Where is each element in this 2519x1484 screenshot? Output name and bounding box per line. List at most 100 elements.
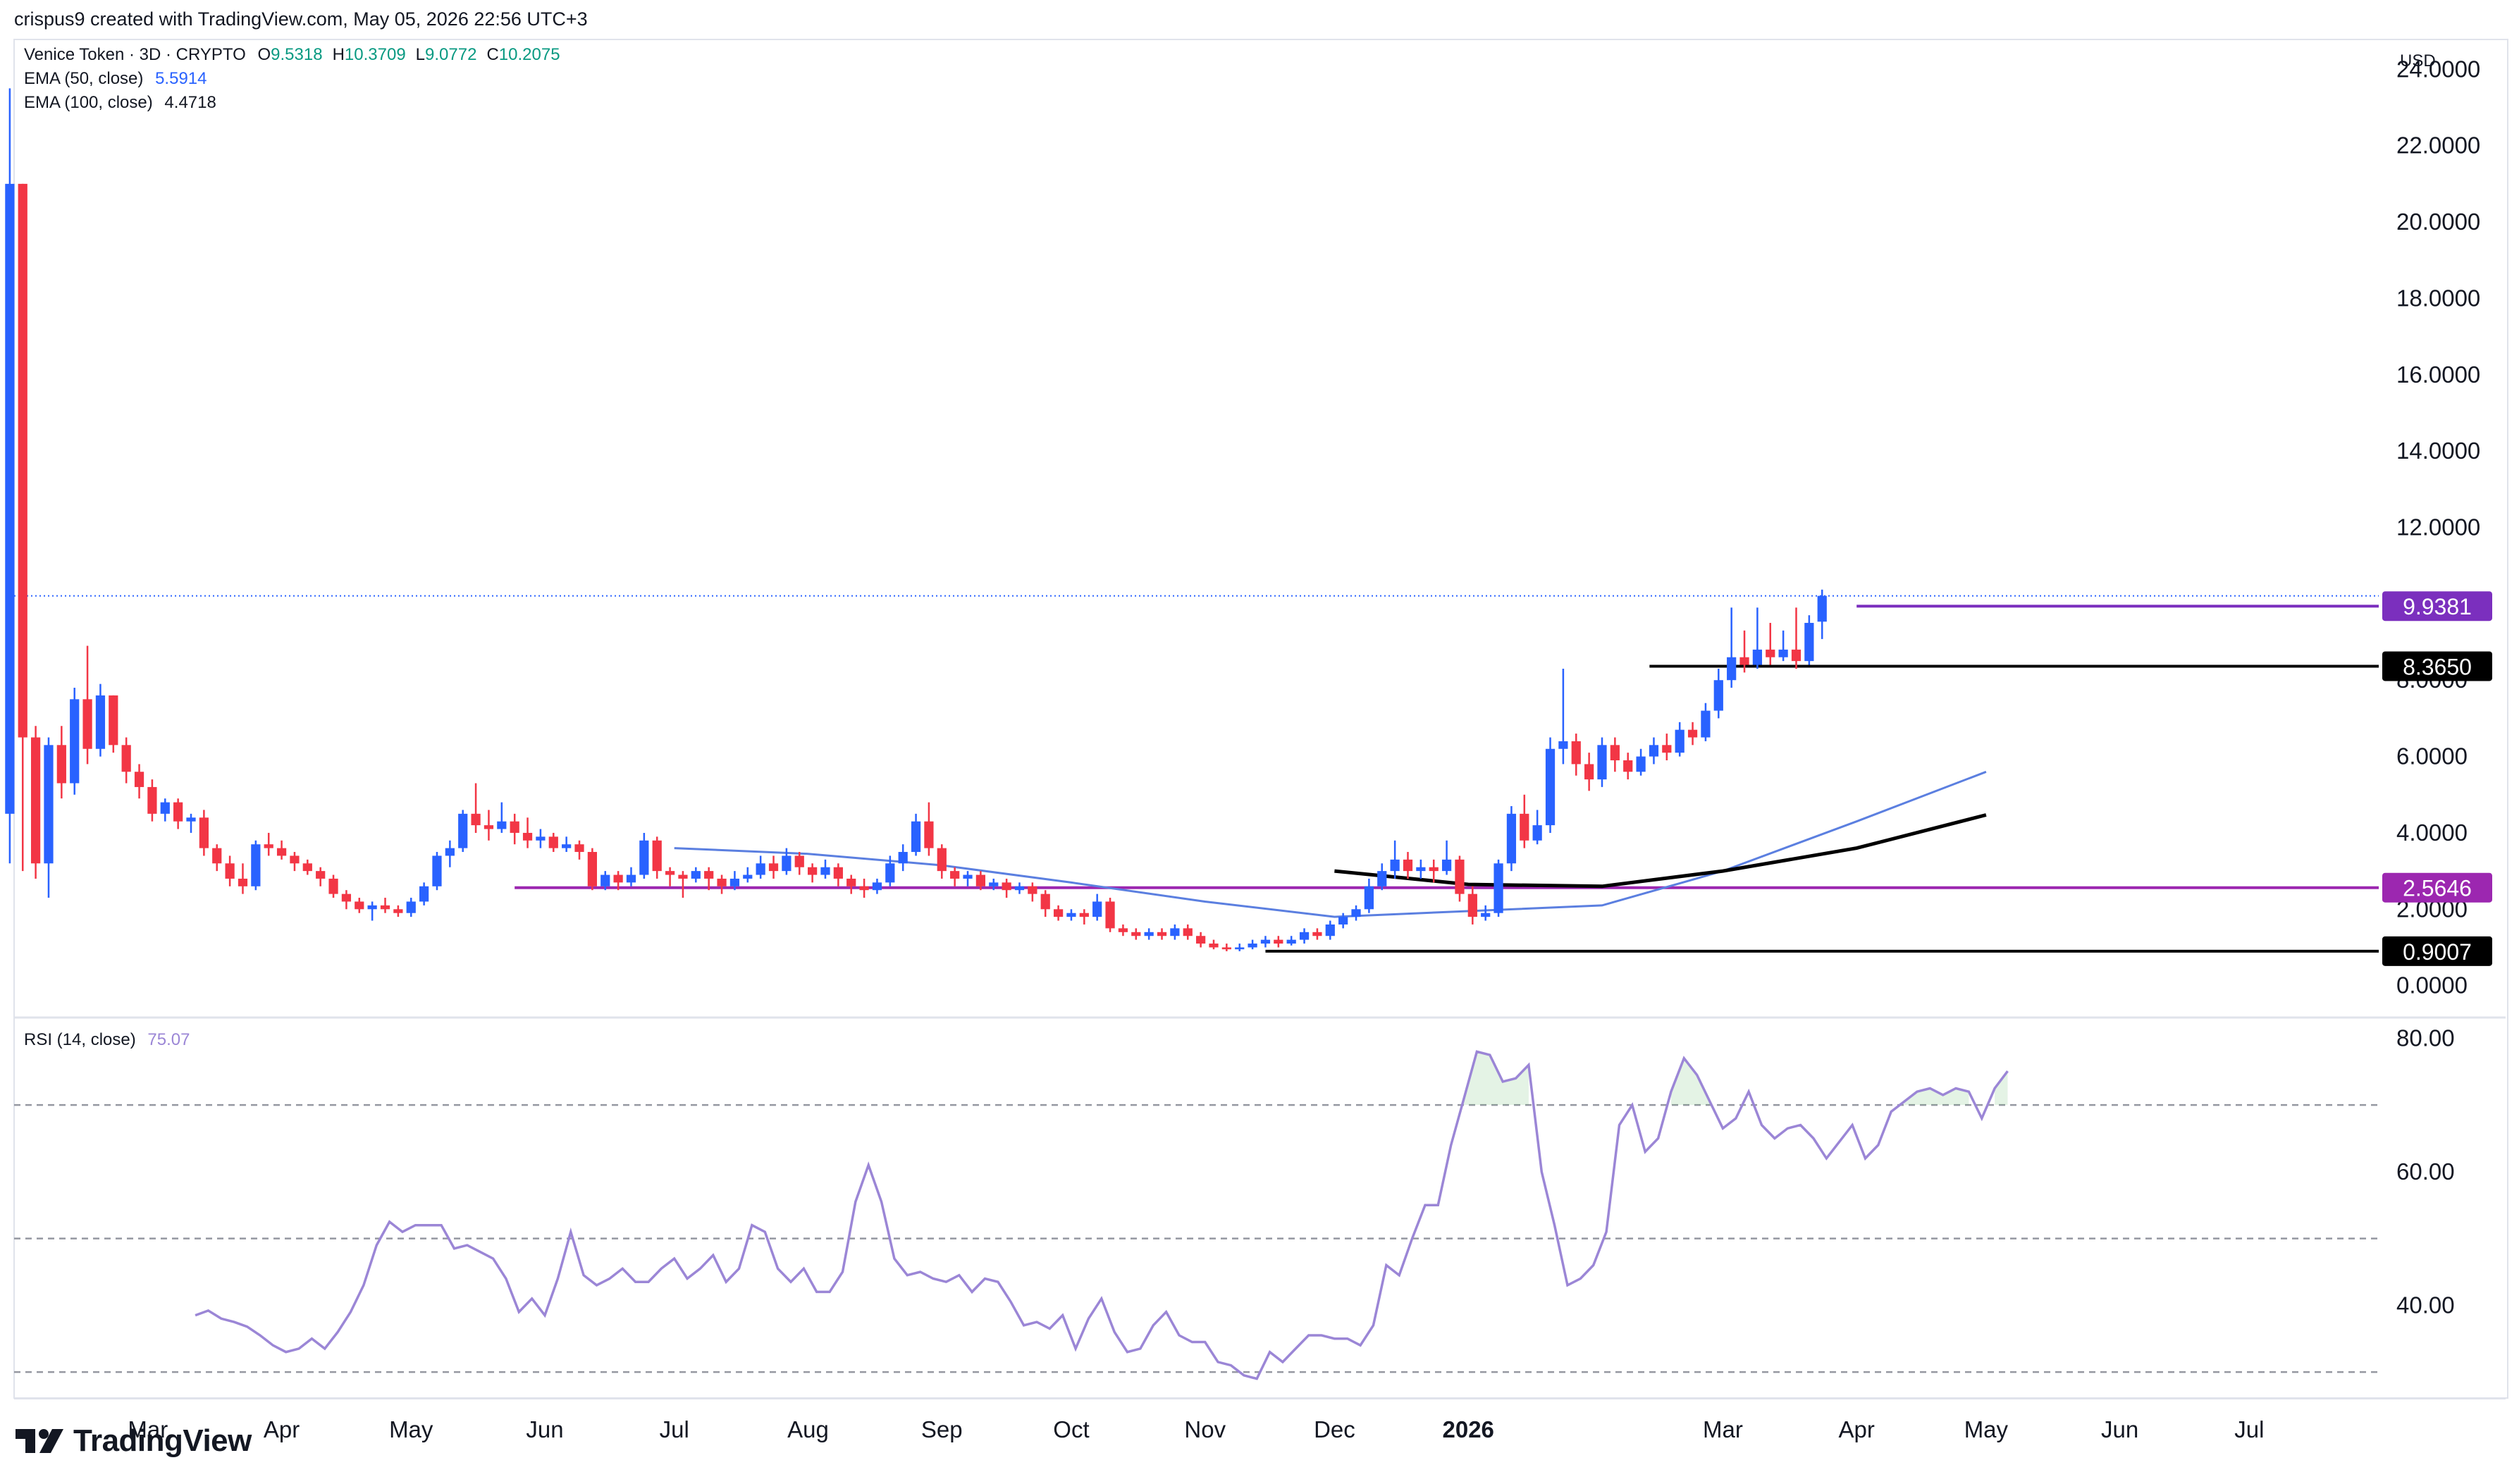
candle-body: [937, 848, 947, 872]
candle-body: [160, 802, 170, 814]
ohlc-value-o: 9.5318: [271, 45, 323, 64]
ohlc-key-c: C: [486, 45, 499, 64]
ohlc-value-l: 9.0772: [425, 45, 477, 64]
candle-body: [1441, 859, 1452, 872]
candle-body: [1403, 859, 1413, 872]
candle-body: [328, 878, 338, 894]
ohlc-value-h: 10.3709: [344, 45, 406, 64]
candle-body: [704, 871, 714, 879]
legend-rsi: RSI (14, close) 75.07: [24, 1030, 197, 1050]
candle-body: [1170, 928, 1180, 936]
time-tick-label: Jun: [526, 1416, 563, 1442]
candle-body: [872, 882, 882, 891]
candle-body: [95, 695, 106, 749]
candle-body: [1804, 622, 1814, 662]
candle-body: [808, 867, 818, 875]
candle-body: [5, 183, 15, 814]
candle-body: [1002, 882, 1011, 891]
level-price-tag-label: 8.3650: [2403, 654, 2472, 679]
candle-body: [147, 786, 157, 814]
candle-body: [264, 844, 273, 848]
candle-body: [1713, 680, 1723, 711]
level-price-tag-label: 9.9381: [2403, 594, 2472, 619]
candle-body: [380, 905, 390, 910]
candle-body: [1351, 909, 1361, 917]
time-tick-label: Dec: [1314, 1416, 1355, 1442]
price-tick-label: 6.0000: [2396, 743, 2468, 769]
candle-body: [1739, 657, 1749, 665]
candle-body: [1597, 745, 1607, 780]
candle-body: [1144, 932, 1154, 936]
candle-body: [18, 183, 27, 738]
candle-body: [626, 874, 636, 883]
candle-body: [199, 817, 209, 848]
rsi-value: 75.07: [147, 1030, 190, 1049]
candle-body: [794, 855, 804, 867]
rsi-overbought-fill: [1464, 1051, 1529, 1106]
candle-body: [665, 871, 675, 875]
candle-body: [367, 905, 377, 910]
candle-body: [1571, 741, 1581, 765]
candle-body: [924, 821, 934, 848]
level-price-tag: [2382, 936, 2492, 966]
ema50-line: [674, 770, 1987, 918]
candle-body: [510, 821, 519, 833]
candle-body: [1118, 928, 1128, 932]
candle-body: [316, 871, 326, 879]
candle-body: [355, 901, 364, 910]
candle-body: [846, 878, 856, 886]
level-price-tag: [2382, 872, 2492, 903]
candle-body: [782, 855, 792, 872]
candle-body: [238, 878, 248, 886]
candle-body: [1506, 813, 1517, 864]
price-tick-label: 0.0000: [2396, 972, 2468, 998]
time-tick-label: 2026: [1442, 1416, 1493, 1442]
candle-body: [1209, 944, 1219, 948]
rsi-tick-label: 40.00: [2396, 1292, 2455, 1318]
candle-body: [30, 737, 41, 864]
candle-body: [406, 901, 416, 913]
candle-body: [574, 844, 584, 853]
candle-body: [587, 852, 597, 886]
rsi-tick-label: 60.00: [2396, 1158, 2455, 1185]
time-tick-label: Nov: [1184, 1416, 1226, 1442]
candle-body: [1274, 939, 1283, 944]
candle-body: [445, 848, 455, 856]
ohlc-value-c: 10.2075: [498, 45, 560, 64]
candle-body: [768, 863, 779, 872]
ema100-label: EMA (100, close): [24, 93, 153, 112]
candle-body: [1467, 894, 1477, 917]
ohlc-key-h: H: [332, 45, 345, 64]
candle-body: [393, 909, 403, 913]
candle-body: [1778, 649, 1788, 657]
candle-body: [1416, 867, 1426, 872]
candle-body: [276, 848, 287, 856]
candle-body: [251, 844, 261, 886]
rsi-overbought-fill: [1995, 1071, 2008, 1106]
candle-body: [1183, 928, 1193, 936]
candle-body: [1014, 886, 1025, 891]
candle-body: [562, 844, 572, 848]
symbol-title: Venice Token · 3D · CRYPTO: [24, 45, 246, 64]
price-tick-label: 4.0000: [2396, 820, 2468, 846]
tradingview-logo: TradingView: [16, 1423, 252, 1459]
candle-body: [1390, 859, 1400, 872]
time-tick-label: Jun: [2101, 1416, 2138, 1442]
candle-body: [1701, 710, 1711, 738]
legend-ema50: EMA (50, close) 5.5914: [24, 69, 214, 89]
candle-body: [1131, 932, 1141, 936]
legend-main: Venice Token · 3D · CRYPTO O9.5318 H10.37…: [24, 45, 577, 65]
candle-body: [1028, 886, 1037, 894]
candle-body: [1791, 649, 1802, 662]
candle-body: [1286, 939, 1296, 944]
candle-body: [885, 863, 895, 883]
candle-body: [1662, 745, 1672, 753]
price-tick-label: 20.0000: [2396, 209, 2480, 235]
level-price-tag: [2382, 651, 2492, 681]
candle-body: [548, 836, 558, 848]
candle-body: [1157, 932, 1167, 936]
candle-body: [963, 874, 973, 879]
candle-body: [1623, 760, 1633, 772]
candle-body: [173, 802, 183, 822]
